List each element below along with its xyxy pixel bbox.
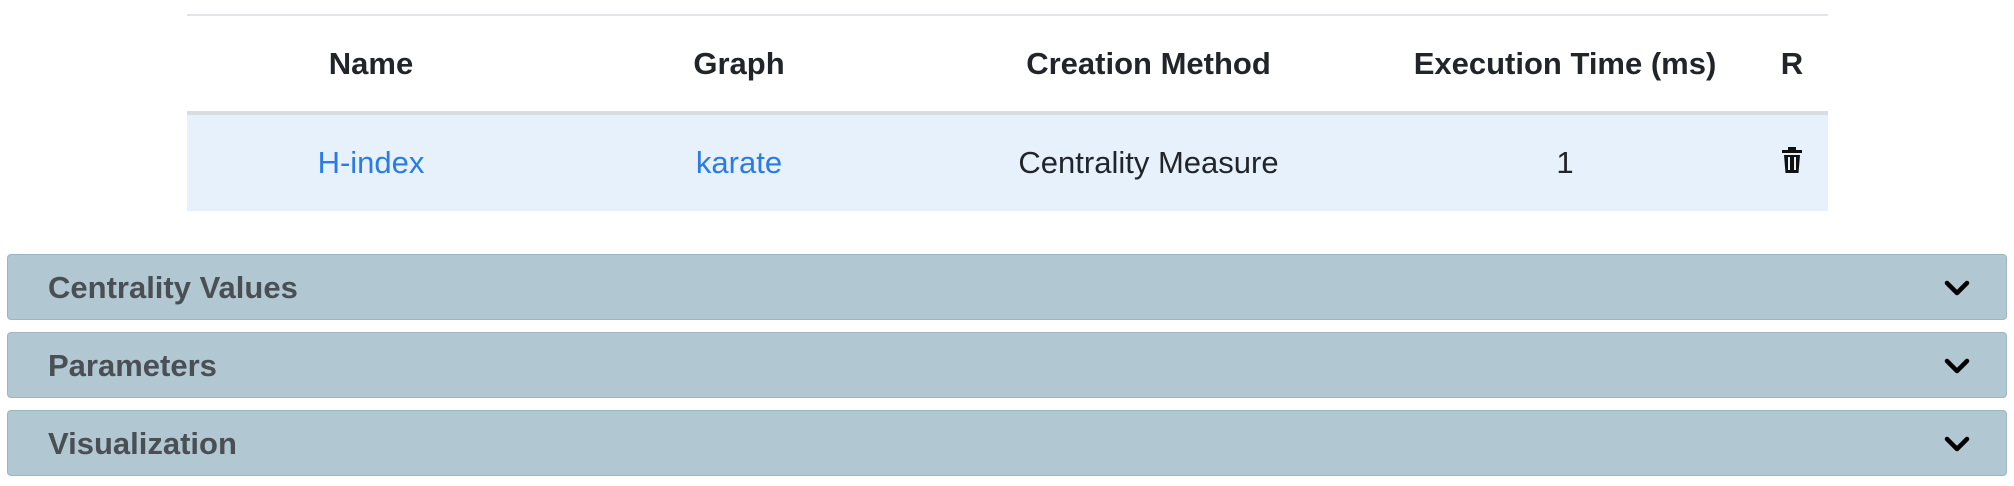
cell-graph: karate [555, 113, 923, 211]
cell-execution-time: 1 [1556, 145, 1574, 180]
header-execution-time[interactable]: Execution Time (ms) [1413, 45, 1717, 81]
accordion-title: Parameters [48, 348, 217, 383]
graph-link[interactable]: karate [695, 145, 783, 180]
chevron-down-icon [1944, 277, 1970, 299]
cell-remove [1756, 113, 1828, 211]
table-body: H-index karate Centrality Measure 1 [187, 113, 1828, 211]
accordion-parameters[interactable]: Parameters [7, 332, 2007, 398]
trash-icon[interactable] [1782, 147, 1802, 173]
table-row: H-index karate Centrality Measure 1 [187, 113, 1828, 211]
table-header-row: Name Graph Creation Method Execution Tim… [187, 15, 1828, 113]
cell-creation-method: Centrality Measure [1018, 145, 1279, 180]
results-table: Name Graph Creation Method Execution Tim… [187, 14, 1828, 211]
header-r[interactable]: R [1780, 45, 1804, 81]
header-creation-method[interactable]: Creation Method [1026, 45, 1271, 81]
result-name-link[interactable]: H-index [317, 145, 425, 180]
chevron-down-icon [1944, 433, 1970, 455]
accordion-centrality-values[interactable]: Centrality Values [7, 254, 2007, 320]
accordion-title: Visualization [48, 426, 237, 461]
table-header: Name Graph Creation Method Execution Tim… [187, 15, 1828, 113]
header-graph[interactable]: Graph [693, 45, 785, 81]
accordion-title: Centrality Values [48, 270, 298, 305]
cell-name: H-index [187, 113, 555, 211]
chevron-down-icon [1944, 355, 1970, 377]
accordion-visualization[interactable]: Visualization [7, 410, 2007, 476]
results-table-container: Name Graph Creation Method Execution Tim… [187, 14, 1828, 211]
header-name[interactable]: Name [328, 45, 414, 81]
